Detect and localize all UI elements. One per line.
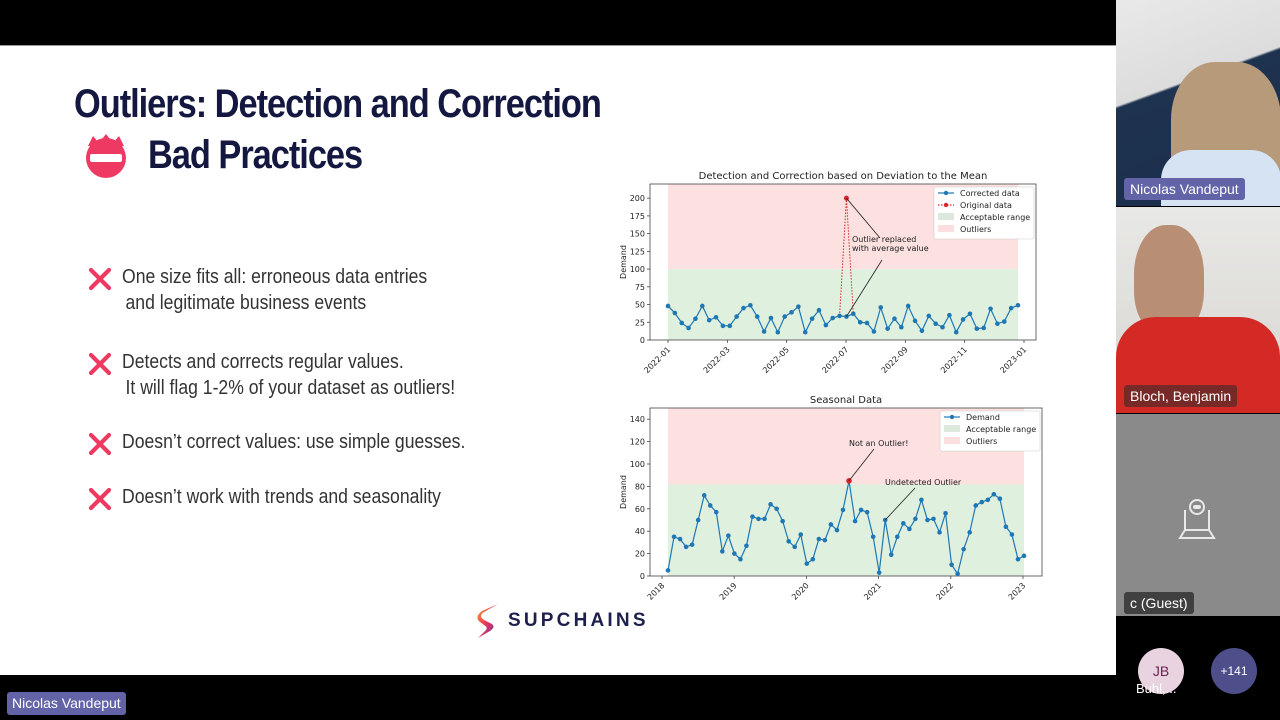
svg-text:Not an Outlier!: Not an Outlier! — [849, 439, 908, 448]
bullet-line: It will flag 1-2% of your dataset as out… — [125, 377, 456, 399]
participant-name-tag: Bloch, Benjamin — [1124, 385, 1238, 407]
svg-text:140: 140 — [630, 415, 645, 424]
svg-text:2022-11: 2022-11 — [939, 345, 969, 375]
svg-text:40: 40 — [635, 527, 645, 536]
no-entry-badge-icon — [86, 134, 126, 178]
svg-text:Original data: Original data — [960, 201, 1012, 210]
bullet-line: and legitimate business events — [125, 292, 367, 314]
svg-text:60: 60 — [635, 505, 645, 514]
slide-title: Outliers: Detection and Correction — [74, 82, 602, 126]
bullet-item: Detects and corrects regular values. It w… — [88, 349, 501, 401]
participant-video — [1134, 225, 1204, 335]
svg-text:2023-01: 2023-01 — [998, 345, 1028, 375]
cross-mark-icon — [88, 432, 112, 456]
camera-off-icon — [1178, 499, 1216, 539]
avatar-name: Buhl,... — [1136, 681, 1177, 696]
svg-text:Outlier replaced: Outlier replaced — [852, 235, 916, 244]
svg-text:2022-09: 2022-09 — [880, 345, 910, 375]
svg-text:100: 100 — [630, 265, 645, 274]
seasonal-chart: Seasonal Data 0 20 40 60 80 100 120 140 2018 2019 2… — [610, 386, 1050, 606]
cross-mark-icon — [88, 487, 112, 511]
svg-text:2022: 2022 — [934, 581, 955, 601]
svg-text:175: 175 — [630, 212, 645, 221]
svg-text:Acceptable range: Acceptable range — [960, 213, 1030, 222]
video-tile[interactable]: Bloch, Benjamin — [1116, 207, 1280, 413]
supchains-logo: SUPCHAINS — [474, 602, 649, 640]
svg-text:2023: 2023 — [1007, 581, 1028, 601]
more-participants-button[interactable]: +141 — [1211, 648, 1257, 694]
participants-panel: Nicolas Vandeput Bloch, Benjamin c (Gues… — [1116, 0, 1280, 720]
svg-text:2022-03: 2022-03 — [702, 345, 732, 375]
svg-text:2022-07: 2022-07 — [820, 345, 850, 375]
svg-text:50: 50 — [635, 301, 645, 310]
svg-text:150: 150 — [630, 230, 645, 239]
slide-subtitle: Bad Practices — [148, 132, 363, 177]
participant-name-tag: Nicolas Vandeput — [1124, 178, 1245, 200]
svg-text:Demand: Demand — [966, 413, 1000, 422]
svg-text:Outliers: Outliers — [966, 437, 997, 446]
supchains-logo-icon — [477, 604, 498, 638]
svg-text:0: 0 — [640, 572, 645, 581]
bullet-item: One size fits all: erroneous data entrie… — [88, 264, 469, 316]
svg-text:75: 75 — [635, 283, 645, 292]
deviation-chart-svg: Detection and Correction based on Deviat… — [619, 171, 1037, 375]
svg-text:0: 0 — [640, 336, 645, 345]
svg-text:with average value: with average value — [852, 244, 929, 253]
svg-text:Demand: Demand — [619, 245, 628, 279]
presenter-name-tag: Nicolas Vandeput — [7, 692, 126, 715]
avatar[interactable]: JB — [1138, 648, 1184, 694]
svg-text:Outliers: Outliers — [960, 225, 991, 234]
deviation-chart: Detection and Correction based on Deviat… — [610, 166, 1050, 386]
svg-text:2020: 2020 — [790, 581, 811, 601]
cross-mark-icon — [88, 267, 112, 291]
svg-text:120: 120 — [630, 438, 645, 447]
avatar-initials: JB — [1152, 663, 1170, 679]
svg-text:2021: 2021 — [862, 581, 883, 601]
svg-text:100: 100 — [630, 460, 645, 469]
seasonal-chart-svg: Seasonal Data 0 20 40 60 80 100 120 140 2018 2019 2… — [619, 395, 1043, 602]
bullet-item: Doesn’t correct values: use simple guess… — [88, 429, 512, 456]
svg-text:20: 20 — [635, 550, 645, 559]
bullet-line: Doesn’t work with trends and seasonality — [122, 486, 441, 508]
svg-text:25: 25 — [635, 318, 645, 327]
svg-text:2022-05: 2022-05 — [761, 345, 791, 375]
svg-text:Demand: Demand — [619, 475, 628, 509]
svg-text:80: 80 — [635, 482, 645, 491]
overflow-count: +141 — [1220, 664, 1248, 678]
video-tile[interactable]: c (Guest) — [1116, 414, 1280, 616]
svg-text:2022-01: 2022-01 — [642, 345, 672, 375]
svg-text:Acceptable range: Acceptable range — [966, 425, 1036, 434]
shared-slide: Outliers: Detection and Correction Bad P… — [0, 45, 1116, 675]
participant-name-tag: c (Guest) — [1124, 592, 1194, 614]
subtitle-row: Bad Practices — [82, 132, 397, 178]
bullet-line: One size fits all: erroneous data entrie… — [122, 266, 428, 288]
bullet-line: Detects and corrects regular values. — [122, 351, 404, 373]
svg-text:200: 200 — [630, 194, 645, 203]
svg-text:Detection and Correction based: Detection and Correction based on Deviat… — [699, 171, 988, 182]
svg-text:Corrected data: Corrected data — [960, 189, 1020, 198]
bullet-item: Doesn’t work with trends and seasonality — [88, 484, 484, 511]
svg-text:2018: 2018 — [646, 581, 667, 601]
svg-text:2019: 2019 — [718, 581, 739, 601]
cross-mark-icon — [88, 352, 112, 376]
svg-text:Undetected Outlier: Undetected Outlier — [885, 478, 962, 487]
video-tile[interactable]: Nicolas Vandeput — [1116, 0, 1280, 206]
svg-text:125: 125 — [630, 247, 645, 256]
svg-text:Seasonal Data: Seasonal Data — [810, 395, 882, 406]
bullet-line: Doesn’t correct values: use simple guess… — [122, 431, 466, 453]
logo-wordmark: SUPCHAINS — [508, 610, 649, 631]
